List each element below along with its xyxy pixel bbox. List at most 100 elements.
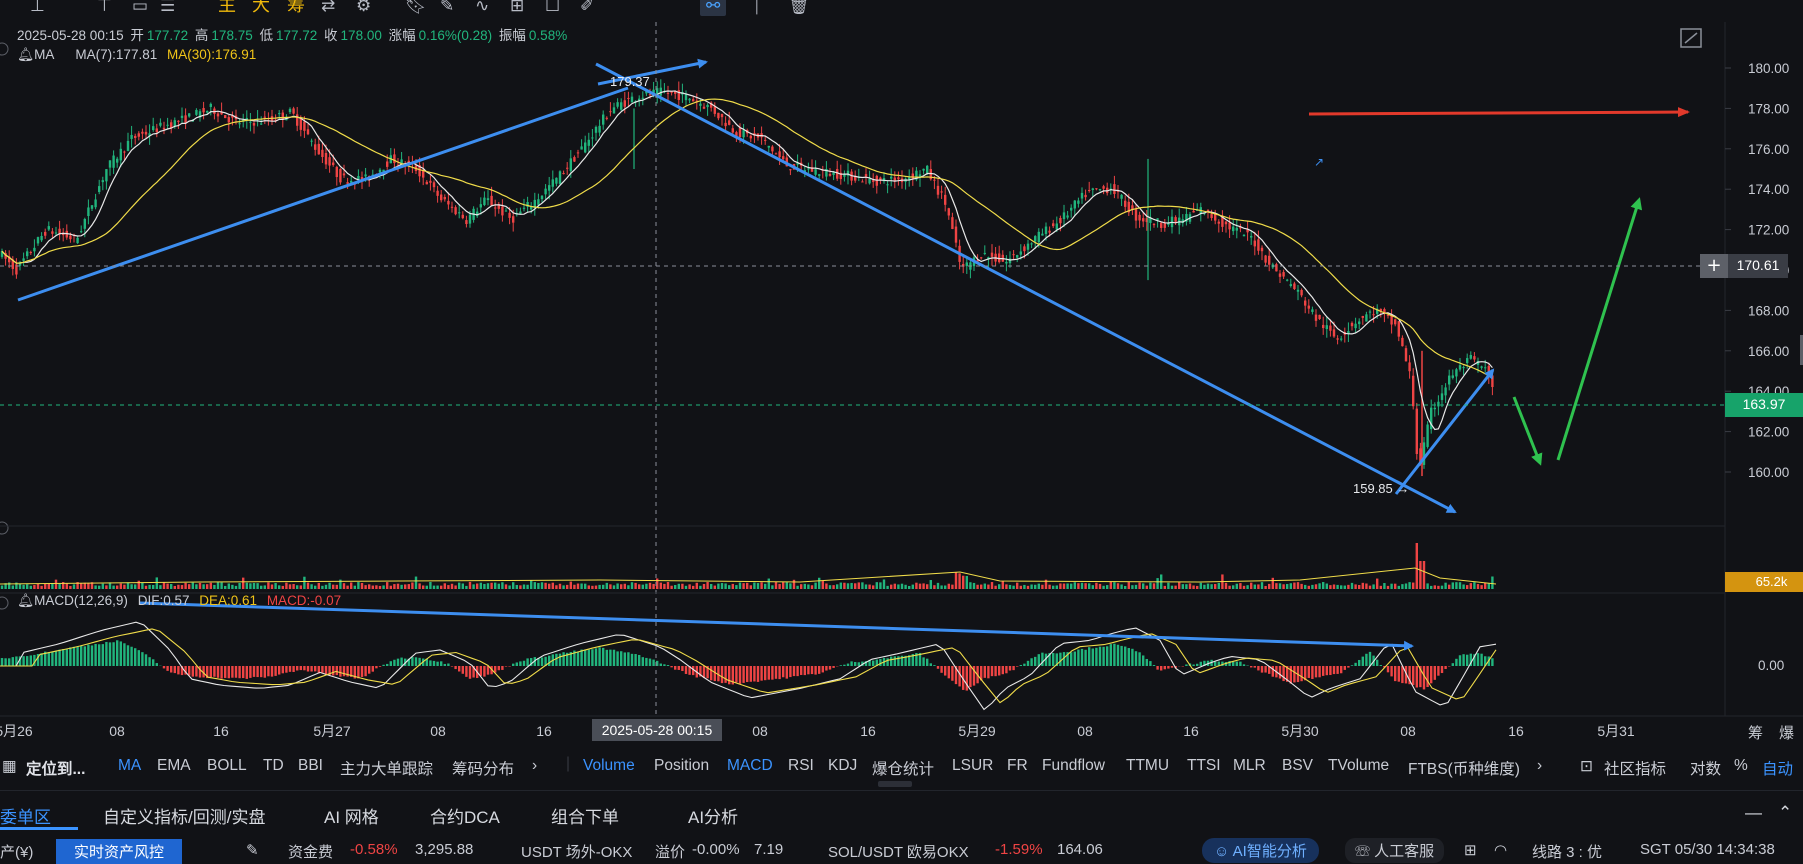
- indicator-ttmu[interactable]: TTMU: [1126, 757, 1169, 775]
- tab-custom-indicator[interactable]: 自定义指标/回测/实盘: [103, 803, 265, 828]
- indicator-mlr[interactable]: MLR: [1233, 757, 1266, 775]
- volume-bar: [357, 582, 359, 589]
- dif-value: DIF:0.57: [138, 593, 190, 608]
- candle-body: [1426, 424, 1428, 446]
- indicator-liquidation[interactable]: 爆仓统计: [872, 757, 934, 779]
- macd-bar: [768, 666, 770, 680]
- candle-body: [264, 117, 266, 118]
- bell-icon[interactable]: 🔔︎: [17, 47, 34, 62]
- macd-bar: [750, 666, 752, 682]
- volume-bar: [1326, 584, 1328, 589]
- indicator-bsv[interactable]: BSV: [1282, 757, 1313, 775]
- indicator-position[interactable]: Position: [654, 757, 709, 775]
- candle-body: [1279, 273, 1281, 276]
- indicator-fr[interactable]: FR: [1007, 757, 1028, 775]
- volume-bar: [728, 585, 730, 589]
- volume-bar: [228, 583, 230, 589]
- volume-bar: [1239, 583, 1241, 589]
- macd-bar: [1012, 666, 1014, 670]
- customer-service-button[interactable]: ☏ 人工客服: [1345, 838, 1444, 863]
- ma-label[interactable]: MA: [34, 47, 54, 62]
- candle-body: [573, 157, 575, 162]
- macd-bar: [87, 645, 89, 666]
- risk-control-button[interactable]: 实时资产风控: [56, 839, 182, 864]
- indicator-rsi[interactable]: RSI: [788, 757, 814, 775]
- connection-line[interactable]: 线路 3 : 优: [1532, 841, 1602, 862]
- tab-combo-order[interactable]: 组合下单: [551, 803, 619, 828]
- screenshot-icon[interactable]: ⊞: [1464, 841, 1477, 859]
- indicator-td[interactable]: TD: [263, 757, 284, 775]
- macd-bar: [987, 666, 989, 678]
- volume-bar: [912, 585, 914, 589]
- volume-bar: [782, 582, 784, 589]
- indicator-ema[interactable]: EMA: [157, 757, 191, 775]
- bell-icon[interactable]: 🔔︎: [17, 593, 34, 608]
- ai-analysis-button[interactable]: ☺ AI智能分析: [1202, 838, 1319, 863]
- usdt-otc-label[interactable]: USDT 场外-OKX: [521, 841, 632, 862]
- minimize-icon[interactable]: —: [1745, 803, 1762, 823]
- candle-body: [1138, 215, 1140, 221]
- macd-label[interactable]: MACD(12,26,9): [34, 593, 128, 608]
- kline-chart[interactable]: ↗ 180.00178.00176.00174.00172.00170.0016…: [0, 0, 1803, 752]
- macd-lines: [0, 622, 1496, 709]
- tab-ai-grid[interactable]: AI 网格: [324, 803, 379, 828]
- volume-bar: [1113, 582, 1115, 589]
- sol-pair-label[interactable]: SOL/USDT 欧易OKX: [828, 841, 969, 862]
- indicator-fundflow[interactable]: Fundflow: [1042, 757, 1105, 775]
- macd-bar: [361, 666, 363, 677]
- chevron-right-icon[interactable]: ›: [1537, 757, 1542, 775]
- time-tick: 5月31: [1597, 723, 1635, 739]
- volume-bar: [1412, 583, 1414, 589]
- edit-icon[interactable]: ✎: [246, 841, 259, 859]
- chip-toggle[interactable]: 筹: [1748, 722, 1763, 743]
- green-up-arrow: [1558, 200, 1639, 460]
- candle-body: [130, 135, 132, 139]
- time-tick: 5月30: [1281, 723, 1319, 739]
- indicator-ttsi[interactable]: TTSI: [1187, 757, 1221, 775]
- indicator-ftbs[interactable]: FTBS(币种维度): [1408, 757, 1520, 779]
- candle-body: [523, 208, 525, 209]
- indicator-ma[interactable]: MA: [118, 757, 141, 775]
- volume-bar: [285, 583, 287, 589]
- community-indicators[interactable]: 社区指标: [1604, 757, 1666, 779]
- macd-bar: [246, 666, 248, 679]
- ma30-value: MA(30):176.91: [167, 47, 256, 62]
- time-tick: 5月27: [313, 723, 351, 739]
- indicator-chip[interactable]: 筹码分布: [452, 757, 514, 779]
- tab-orders[interactable]: 委单区: [0, 803, 51, 828]
- indicator-big-order[interactable]: 主力大单跟踪: [340, 757, 433, 779]
- indicator-boll[interactable]: BOLL: [207, 757, 247, 775]
- chevron-right-icon[interactable]: ›: [532, 757, 537, 775]
- expand-icon[interactable]: ⌃: [1778, 803, 1792, 823]
- volume-bar: [804, 584, 806, 589]
- locate-button[interactable]: 定位到...: [26, 757, 85, 779]
- volume-bar: [1466, 585, 1468, 589]
- collapse-handle[interactable]: [878, 781, 912, 787]
- auto-toggle[interactable]: 自动: [1762, 757, 1793, 779]
- indicator-tvolume[interactable]: TVolume: [1328, 757, 1389, 775]
- macd-bar: [372, 666, 374, 672]
- percent-toggle[interactable]: %: [1734, 757, 1748, 775]
- tab-ai-analysis[interactable]: AI分析: [688, 803, 738, 828]
- candle-body: [195, 110, 197, 115]
- candle-body: [933, 180, 935, 181]
- indicator-volume[interactable]: Volume: [583, 757, 635, 775]
- price-tick: 176.00: [1748, 142, 1789, 157]
- grid-icon[interactable]: ▦: [2, 757, 17, 776]
- indicator-macd[interactable]: MACD: [727, 757, 773, 775]
- candle-body: [865, 174, 867, 177]
- tab-dca[interactable]: 合约DCA: [430, 803, 500, 828]
- indicator-lsur[interactable]: LSUR: [952, 757, 993, 775]
- indicator-kdj[interactable]: KDJ: [828, 757, 857, 775]
- volume-bar: [213, 585, 215, 589]
- macd-bar: [91, 645, 93, 666]
- community-icon[interactable]: ⊡: [1580, 757, 1593, 776]
- liquidation-toggle[interactable]: 爆: [1779, 722, 1794, 743]
- macd-bar: [1462, 654, 1464, 666]
- volume-bar: [1203, 585, 1205, 589]
- indicator-bbi[interactable]: BBI: [298, 757, 323, 775]
- macd-bar: [213, 666, 215, 677]
- candle-body: [548, 185, 550, 191]
- log-toggle[interactable]: 对数: [1690, 757, 1721, 779]
- macd-bar: [69, 647, 71, 666]
